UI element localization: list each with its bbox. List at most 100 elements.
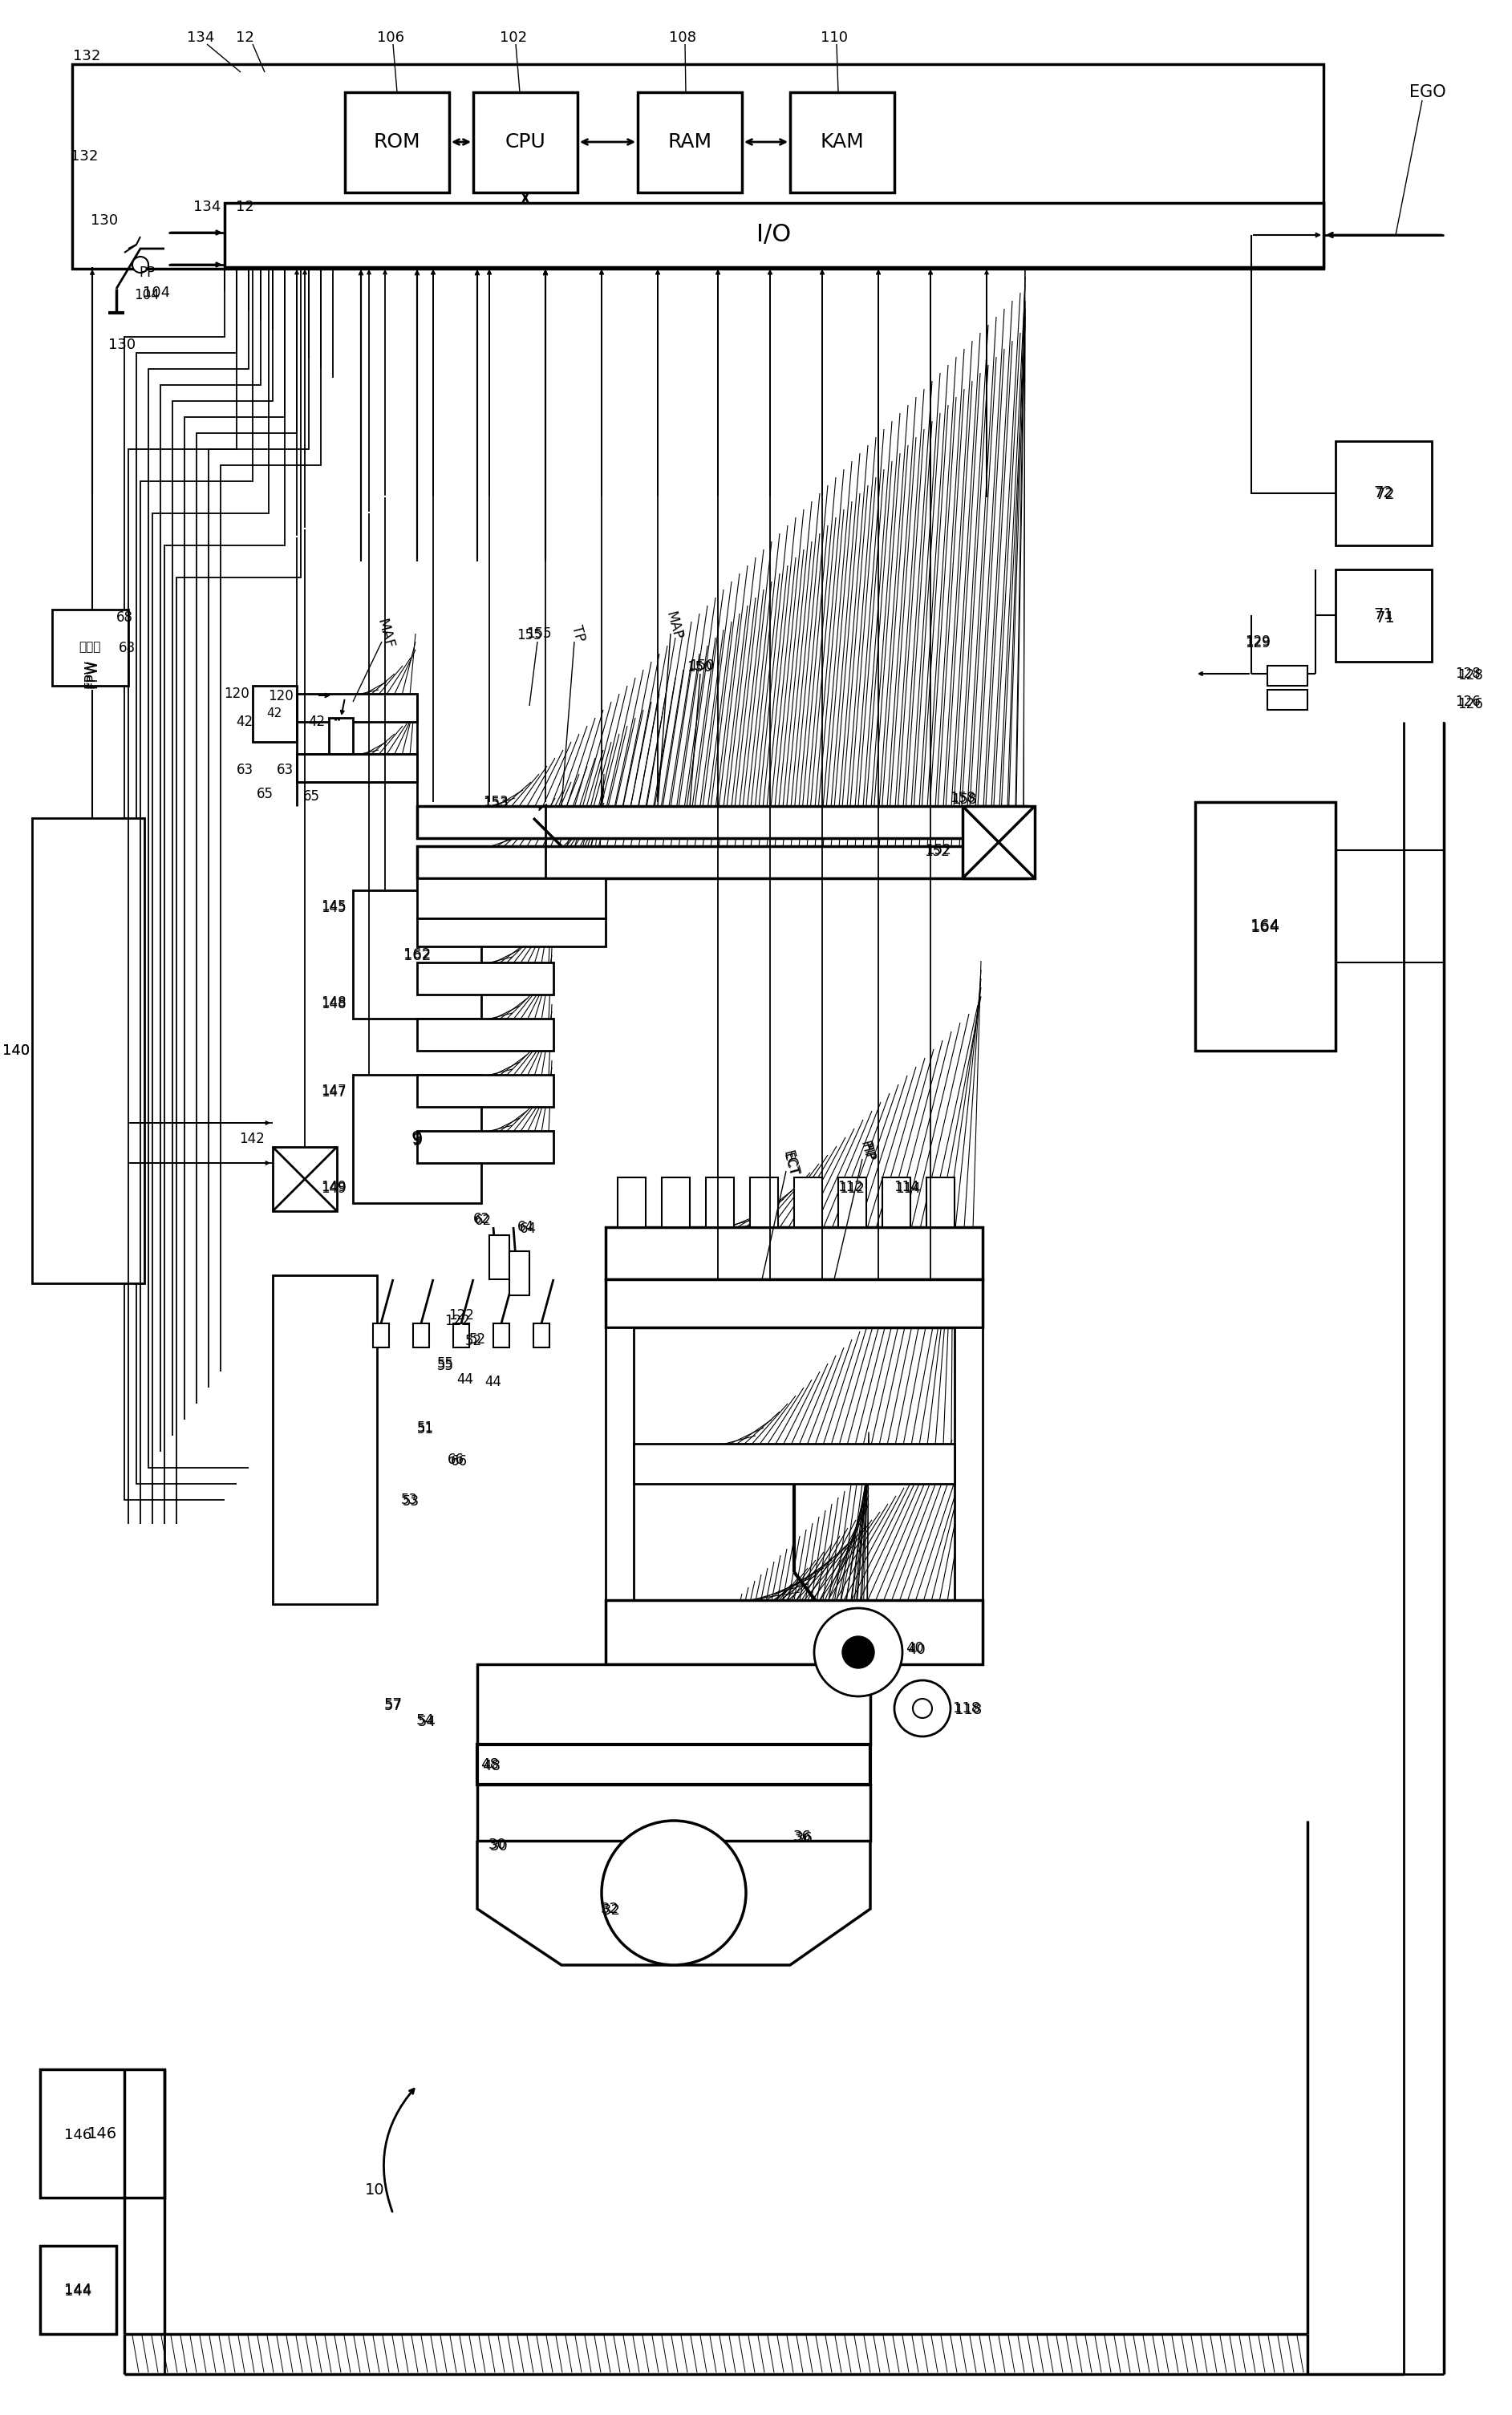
Bar bbox=[1335, 442, 1432, 546]
Bar bbox=[478, 1744, 871, 1785]
Text: 44: 44 bbox=[485, 1374, 502, 1389]
Bar bbox=[225, 203, 1323, 268]
Text: 158: 158 bbox=[951, 792, 977, 807]
Text: CPU: CPU bbox=[505, 133, 546, 152]
Bar bbox=[330, 717, 352, 753]
Bar bbox=[478, 1664, 871, 1744]
Bar bbox=[794, 1179, 823, 1227]
Text: 126: 126 bbox=[1455, 696, 1480, 710]
Bar bbox=[662, 1179, 689, 1227]
Text: 44: 44 bbox=[457, 1372, 473, 1386]
Text: 36: 36 bbox=[794, 1831, 813, 1845]
Text: 40: 40 bbox=[906, 1642, 924, 1654]
Bar bbox=[454, 1323, 469, 1348]
Text: 68: 68 bbox=[118, 640, 135, 654]
Bar bbox=[534, 1323, 549, 1348]
Text: 62: 62 bbox=[475, 1212, 491, 1227]
Text: 53: 53 bbox=[401, 1492, 417, 1507]
Bar bbox=[417, 1130, 553, 1164]
Text: 145: 145 bbox=[321, 898, 346, 913]
Text: 42: 42 bbox=[266, 708, 283, 720]
Text: 64: 64 bbox=[520, 1222, 537, 1236]
Text: 164: 164 bbox=[1250, 920, 1279, 935]
Text: 164: 164 bbox=[1250, 918, 1279, 935]
Text: 52: 52 bbox=[469, 1333, 485, 1348]
Text: 150: 150 bbox=[686, 659, 712, 674]
Text: 65: 65 bbox=[256, 787, 274, 802]
Bar bbox=[838, 1179, 866, 1227]
Text: 10: 10 bbox=[364, 2183, 384, 2198]
Bar bbox=[606, 1601, 983, 1664]
Text: 155: 155 bbox=[526, 625, 552, 640]
Text: 155: 155 bbox=[517, 628, 543, 642]
Text: ROM: ROM bbox=[373, 133, 420, 152]
Text: 42: 42 bbox=[236, 715, 253, 729]
Text: 108: 108 bbox=[668, 31, 696, 46]
Text: 9: 9 bbox=[411, 1133, 422, 1150]
Text: 120: 120 bbox=[224, 686, 249, 700]
Text: 63: 63 bbox=[236, 763, 253, 778]
Text: 118: 118 bbox=[953, 1700, 980, 1715]
Bar bbox=[345, 92, 449, 193]
Bar bbox=[253, 686, 296, 741]
Text: 48: 48 bbox=[481, 1758, 499, 1773]
Bar bbox=[638, 92, 742, 193]
Text: FPW: FPW bbox=[85, 659, 100, 688]
Bar bbox=[373, 1323, 389, 1348]
Text: 120: 120 bbox=[268, 688, 293, 703]
Bar bbox=[606, 1280, 983, 1328]
Text: 40: 40 bbox=[907, 1642, 925, 1657]
Text: PIP: PIP bbox=[857, 1140, 875, 1162]
Text: 30: 30 bbox=[488, 1838, 507, 1852]
Bar bbox=[883, 1179, 910, 1227]
Text: 104: 104 bbox=[135, 287, 159, 302]
Text: 42: 42 bbox=[308, 715, 325, 729]
Bar bbox=[41, 2070, 165, 2198]
Text: 146: 146 bbox=[88, 2125, 116, 2142]
Text: 64: 64 bbox=[517, 1220, 534, 1234]
Bar bbox=[510, 1251, 529, 1294]
Text: ECT: ECT bbox=[782, 1152, 798, 1179]
Text: 149: 149 bbox=[321, 1181, 346, 1195]
Bar bbox=[1194, 802, 1335, 1051]
Text: FPW: FPW bbox=[83, 659, 97, 688]
Text: 122: 122 bbox=[445, 1314, 470, 1328]
Text: 12: 12 bbox=[236, 200, 254, 215]
Text: 153: 153 bbox=[482, 797, 508, 811]
Text: 128: 128 bbox=[1455, 667, 1480, 681]
Text: MAP: MAP bbox=[664, 611, 685, 642]
Bar bbox=[417, 807, 1027, 838]
Bar bbox=[352, 891, 481, 1019]
Bar bbox=[478, 1785, 871, 1840]
Text: 32: 32 bbox=[600, 1901, 618, 1915]
Text: 53: 53 bbox=[402, 1495, 419, 1509]
Text: 106: 106 bbox=[376, 31, 404, 46]
Text: KAM: KAM bbox=[821, 133, 865, 152]
Text: 112: 112 bbox=[839, 1181, 865, 1195]
Text: 153: 153 bbox=[482, 795, 508, 809]
Text: 54: 54 bbox=[417, 1715, 435, 1729]
Bar bbox=[417, 1019, 553, 1051]
Bar bbox=[413, 1323, 429, 1348]
Text: ECT: ECT bbox=[780, 1150, 800, 1176]
Text: 149: 149 bbox=[321, 1181, 346, 1195]
Text: 112: 112 bbox=[838, 1181, 863, 1195]
Text: 48: 48 bbox=[482, 1758, 500, 1773]
Text: 71: 71 bbox=[1374, 609, 1394, 623]
Text: 140: 140 bbox=[3, 1043, 30, 1058]
Text: 72: 72 bbox=[1374, 485, 1394, 500]
Text: 66: 66 bbox=[448, 1451, 464, 1466]
Text: 66: 66 bbox=[451, 1454, 467, 1468]
Text: 104: 104 bbox=[142, 285, 171, 299]
Bar bbox=[296, 693, 417, 722]
Text: 148: 148 bbox=[321, 997, 346, 1012]
Bar bbox=[493, 1323, 510, 1348]
Bar bbox=[634, 1444, 954, 1483]
Text: TP: TP bbox=[569, 623, 587, 642]
Circle shape bbox=[895, 1681, 951, 1736]
Text: 114: 114 bbox=[894, 1181, 919, 1195]
Text: 52: 52 bbox=[464, 1333, 482, 1348]
Text: 9: 9 bbox=[411, 1130, 423, 1147]
Bar bbox=[417, 918, 606, 947]
Text: 132: 132 bbox=[73, 48, 100, 63]
